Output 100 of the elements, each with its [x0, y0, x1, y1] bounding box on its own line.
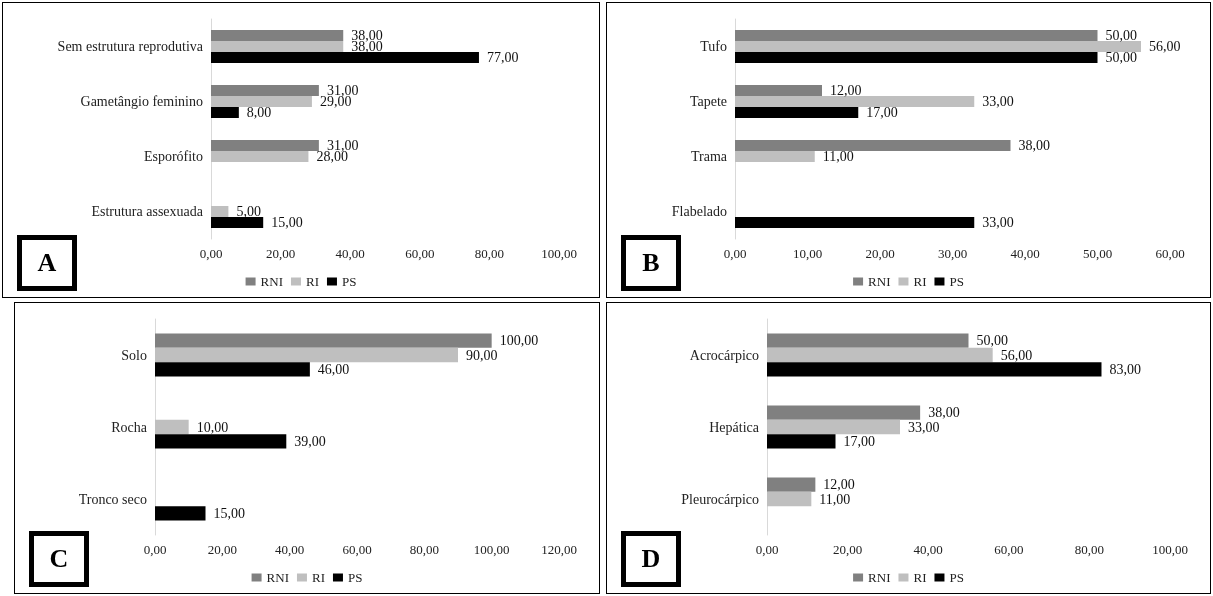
bar	[767, 477, 816, 492]
legend-label: RI	[913, 274, 927, 289]
x-tick-label: 0,00	[723, 246, 747, 261]
text: B	[621, 235, 681, 291]
x-tick-label: 100,00	[1152, 542, 1188, 557]
x-tick-label: 0,00	[199, 246, 223, 261]
bar	[155, 362, 310, 377]
y-tick-label: Acrocárpico	[689, 347, 759, 363]
x-tick-label: 0,00	[755, 542, 779, 557]
data-label: 50,00	[1105, 50, 1137, 65]
y-tick-label: Tapete	[689, 94, 727, 109]
legend-label: RNI	[266, 570, 289, 585]
bar	[767, 419, 900, 435]
x-tick-label: 20,00	[832, 542, 863, 557]
bar	[155, 434, 287, 449]
bar	[211, 85, 319, 96]
x-tick-label: 60,00	[342, 542, 372, 557]
data-label: 15,00	[213, 505, 245, 521]
bar	[767, 491, 812, 507]
x-tick-label: 60,00	[1155, 246, 1185, 261]
legend-label: RNI	[868, 274, 891, 289]
x-tick-label: 0,00	[143, 542, 167, 557]
x-tick-label: 80,00	[474, 246, 505, 261]
y-tick-label: Sem estrutura reprodutiva	[57, 39, 204, 54]
y-tick-label: Gametângio feminino	[80, 94, 203, 109]
bar	[735, 85, 822, 96]
data-label: 12,00	[830, 83, 862, 98]
data-label: 10,00	[196, 419, 229, 435]
x-tick-label: 20,00	[207, 542, 237, 557]
legend-label: RI	[311, 570, 325, 585]
bar	[155, 347, 458, 363]
bar	[155, 333, 492, 348]
bar	[211, 151, 309, 162]
x-tick-label: 80,00	[1074, 542, 1105, 557]
x-tick-label: 100,00	[473, 542, 510, 557]
bar	[211, 96, 312, 107]
bar	[155, 419, 189, 435]
legend-label: PS	[949, 274, 964, 289]
data-label: 11,00	[822, 149, 854, 164]
bar	[767, 333, 969, 348]
data-label: 33,00	[982, 215, 1014, 230]
bar	[735, 217, 975, 228]
data-label: 56,00	[1149, 39, 1181, 54]
x-tick-label: 100,00	[541, 246, 577, 261]
data-label: 12,00	[823, 477, 855, 493]
y-tick-label: Esporófito	[143, 149, 203, 164]
bar	[211, 107, 239, 118]
data-label: 31,00	[326, 83, 359, 98]
bar	[155, 506, 206, 521]
bar	[211, 41, 344, 52]
bar	[211, 206, 229, 217]
y-tick-label: Tufo	[700, 39, 727, 54]
x-tick-label: 10,00	[792, 246, 823, 261]
bar	[767, 347, 993, 363]
bar	[211, 52, 479, 63]
data-label: 90,00	[466, 347, 498, 363]
legend-label: RNI	[260, 274, 283, 289]
x-tick-label: 40,00	[913, 542, 943, 557]
y-tick-label: Estrutura assexuada	[91, 204, 204, 219]
x-tick-label: 30,00	[937, 246, 968, 261]
legend-label: PS	[341, 274, 357, 289]
y-tick-label: Tronco seco	[78, 491, 147, 507]
x-tick-label: 40,00	[1010, 246, 1040, 261]
data-label: 38,00	[928, 405, 960, 421]
x-tick-label: 40,00	[275, 542, 305, 557]
legend-label: PS	[347, 570, 363, 585]
data-label: 46,00	[317, 361, 350, 377]
y-tick-label: Solo	[121, 347, 147, 363]
bar	[767, 362, 1102, 377]
data-label: 83,00	[1109, 361, 1141, 377]
y-tick-label: Hepática	[709, 419, 760, 435]
bar	[735, 140, 1011, 151]
data-label: 17,00	[866, 105, 898, 120]
bar	[735, 96, 975, 107]
data-label: 33,00	[907, 419, 940, 435]
x-tick-label: 50,00	[1082, 246, 1113, 261]
x-tick-label: 80,00	[409, 542, 439, 557]
text: D	[621, 531, 681, 587]
bar	[211, 30, 344, 41]
data-label: 77,00	[486, 50, 519, 65]
x-tick-label: 120,00	[541, 542, 577, 557]
bar	[735, 41, 1141, 52]
bar	[767, 405, 921, 420]
x-tick-label: 40,00	[335, 246, 365, 261]
y-tick-label: Flabelado	[671, 204, 727, 219]
bar	[735, 30, 1098, 41]
y-tick-label: Trama	[690, 149, 728, 164]
bar	[735, 107, 859, 118]
legend-label: RNI	[868, 570, 891, 585]
legend-label: PS	[949, 570, 964, 585]
legend-label: RI	[913, 570, 927, 585]
data-label: 38,00	[351, 28, 383, 43]
data-label: 100,00	[499, 333, 539, 349]
data-label: 5,00	[236, 204, 261, 219]
x-tick-label: 60,00	[405, 246, 435, 261]
data-label: 8,00	[246, 105, 272, 120]
y-tick-label: Pleurocárpico	[681, 491, 759, 507]
legend-label: RI	[305, 274, 319, 289]
x-tick-label: 60,00	[994, 542, 1024, 557]
x-tick-label: 20,00	[265, 246, 296, 261]
